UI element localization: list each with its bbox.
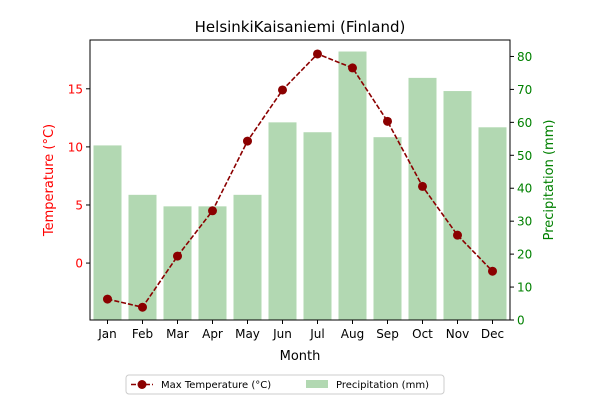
right-tick-label: 0 [517, 314, 525, 328]
x-axis-ticks: Jan Feb Mar Apr May Jun Jul Aug Sep Oct Nov Dec [97, 320, 504, 341]
x-tick-label: Nov [446, 327, 469, 341]
precip-bar-nov [443, 91, 472, 320]
x-tick-label: Jun [272, 327, 292, 341]
x-tick-label: Sep [376, 327, 399, 341]
temp-point-jun [278, 85, 287, 95]
chart-title: HelsinkiKaisaniemi (Finland) [195, 18, 406, 36]
legend-box [125, 374, 445, 395]
left-axis-ticks: 0 5 10 15 [68, 82, 90, 271]
precip-bar-may [233, 194, 262, 320]
precipitation-bars [93, 51, 507, 321]
temp-point-sep [383, 116, 392, 126]
temp-point-mar [173, 251, 182, 261]
left-tick-label: 5 [75, 198, 83, 212]
right-axis-label: Precipitation (mm) [542, 120, 557, 241]
legend-label-temperature: Max Temperature (°C) [161, 380, 271, 391]
x-tick-label: Dec [481, 327, 504, 341]
right-tick-label: 60 [517, 116, 532, 130]
x-tick-label: Feb [132, 327, 153, 341]
x-axis-label: Month [280, 349, 321, 364]
x-tick-label: Mar [166, 327, 189, 341]
precip-bar-sep [373, 137, 402, 320]
temp-point-aug [348, 63, 357, 73]
right-tick-label: 40 [517, 182, 532, 196]
temp-point-feb [138, 302, 147, 312]
left-tick-label: 10 [68, 140, 83, 154]
x-tick-label: Jan [97, 327, 117, 341]
temp-point-jan [103, 294, 112, 304]
legend-marker-swatch [137, 380, 147, 389]
temp-point-may [243, 136, 252, 146]
legend-bar-swatch [306, 380, 328, 388]
legend: Max Temperature (°C) Precipitation (mm) [125, 374, 445, 395]
x-tick-label: Apr [202, 327, 223, 341]
x-tick-label: Aug [341, 327, 364, 341]
left-axis-label: Temperature (°C) [42, 124, 57, 237]
precip-bar-feb [128, 194, 157, 320]
x-tick-label: May [235, 327, 260, 341]
temperature-series-line [107, 53, 494, 309]
left-tick-label: 0 [75, 257, 83, 271]
left-tick-label: 15 [68, 82, 83, 96]
x-tick-label: Oct [412, 327, 433, 341]
temp-point-jul [313, 49, 322, 59]
temperature-line [103, 49, 497, 312]
precip-bar-mar [163, 206, 192, 320]
precip-bar-jun [268, 122, 297, 321]
precip-bar-jan [93, 145, 122, 320]
legend-label-precipitation: Precipitation (mm) [336, 380, 429, 391]
right-tick-label: 10 [517, 281, 532, 295]
temp-point-nov [453, 230, 462, 240]
temp-point-dec [488, 266, 497, 276]
precip-bar-dec [478, 127, 507, 320]
right-tick-label: 30 [517, 215, 532, 229]
right-axis-ticks: 0 10 20 30 40 50 60 70 80 [510, 50, 532, 328]
right-tick-label: 70 [517, 83, 532, 97]
precip-bar-jul [303, 132, 332, 320]
temp-point-apr [208, 206, 217, 216]
temp-point-oct [418, 181, 427, 191]
right-tick-label: 80 [517, 50, 532, 64]
precip-bar-apr [198, 206, 227, 320]
right-tick-label: 20 [517, 248, 532, 262]
plot-frame [89, 39, 511, 321]
precip-bar-aug [338, 51, 367, 320]
right-tick-label: 50 [517, 149, 532, 163]
x-tick-label: Jul [309, 327, 324, 341]
